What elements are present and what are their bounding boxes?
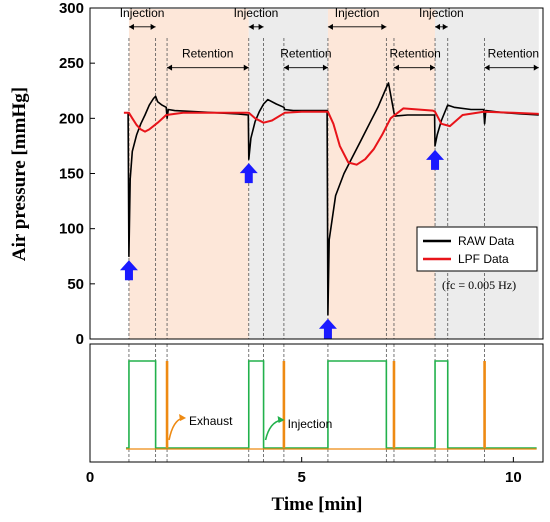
exhaust-label: Exhaust [189,414,233,428]
start-arrow-2 [239,163,258,184]
phase-labels: Injection Injection Injection Injection Rete… [120,6,539,71]
phase-arrowhead-right-5 [243,64,249,71]
x-tick-label-3: 10 [505,469,522,486]
valve-panel: Exhaust Injection 0 5 10 Time [min] [86,343,544,515]
phase-shading [128,9,539,339]
injection-callout-curve [264,419,282,441]
phase-label-6: Retention [280,47,331,61]
phase-label-8: Retention [488,47,539,61]
phase-label-3: Injection [335,6,380,20]
phase-arrowhead-right-4 [442,23,448,30]
bottom-plot-frame [89,343,544,463]
filter-note: (fc = 0.005 Hz) [442,278,516,292]
phase-arrowhead-left-2 [248,23,254,30]
lpf-data-line [123,107,539,166]
y-tick-label-1: 0 [76,331,84,348]
pressure-series [123,82,539,316]
phase-label-5: Retention [182,47,233,61]
phase-arrowhead-right-1 [150,23,156,30]
y-tick-label-4: 150 [59,166,84,183]
y-tick-label-2: 50 [67,276,84,293]
raw-data-line [127,82,539,316]
injection-label: Injection [288,417,333,431]
legend-box [416,226,538,272]
phase-band-3 [327,9,436,339]
phase-band-2 [248,9,328,339]
phase-label-4: Injection [419,6,464,20]
y-tick-label-3: 100 [59,221,84,238]
start-arrow-4 [426,149,445,170]
phase-arrowhead-left-3 [327,23,333,30]
legend: RAW Data LPF Data [416,226,538,272]
start-arrow-1 [119,260,138,281]
y-tick-label-6: 250 [59,55,84,72]
phase-arrowhead-left-1 [128,23,134,30]
phase-band-4 [435,9,539,339]
y-tick-label-5: 200 [59,110,84,127]
exhaust-callout-head [179,414,187,421]
phase-arrowhead-right-7 [430,64,436,71]
injection-valve-line [125,360,537,449]
phase-arrowhead-right-6 [322,64,328,71]
x-tick-label-1: 0 [86,469,94,486]
phase-arrowhead-left-7 [393,64,399,71]
phase-label-1: Injection [120,6,165,20]
y-tick-label-7: 300 [59,0,84,17]
x-axis-title: Time [min] [272,494,363,515]
injection-callout-head [277,416,285,423]
phase-arrowhead-left-4 [435,23,441,30]
phase-label-2: Injection [234,6,279,20]
phase-arrowhead-left-8 [484,64,490,71]
phase-band-1 [128,9,249,339]
y-axis-ticks: 0 50 100 150 200 250 300 [59,0,95,348]
valve-markers [128,344,485,462]
phase-label-7: Retention [389,47,440,61]
valve-annotations: Exhaust Injection [168,414,333,441]
x-axis-ticks: 0 5 10 [86,457,522,486]
legend-label-raw: RAW Data [458,234,515,248]
legend-label-lpf: LPF Data [458,252,509,266]
pressure-panel: Injection Injection Injection Injection Rete… [9,0,544,348]
phase-arrowhead-right-2 [258,23,264,30]
phase-arrowhead-right-8 [533,64,539,71]
phase-arrowhead-left-6 [283,64,289,71]
start-markers [119,149,445,339]
valve-series [125,360,537,450]
y-axis-title: Air pressure [mmHg] [9,87,30,261]
phase-arrowhead-left-5 [167,64,173,71]
exhaust-callout-curve [168,417,184,441]
phase-arrowhead-right-3 [381,23,387,30]
start-arrow-3 [318,318,337,339]
x-tick-label-2: 5 [298,469,306,486]
